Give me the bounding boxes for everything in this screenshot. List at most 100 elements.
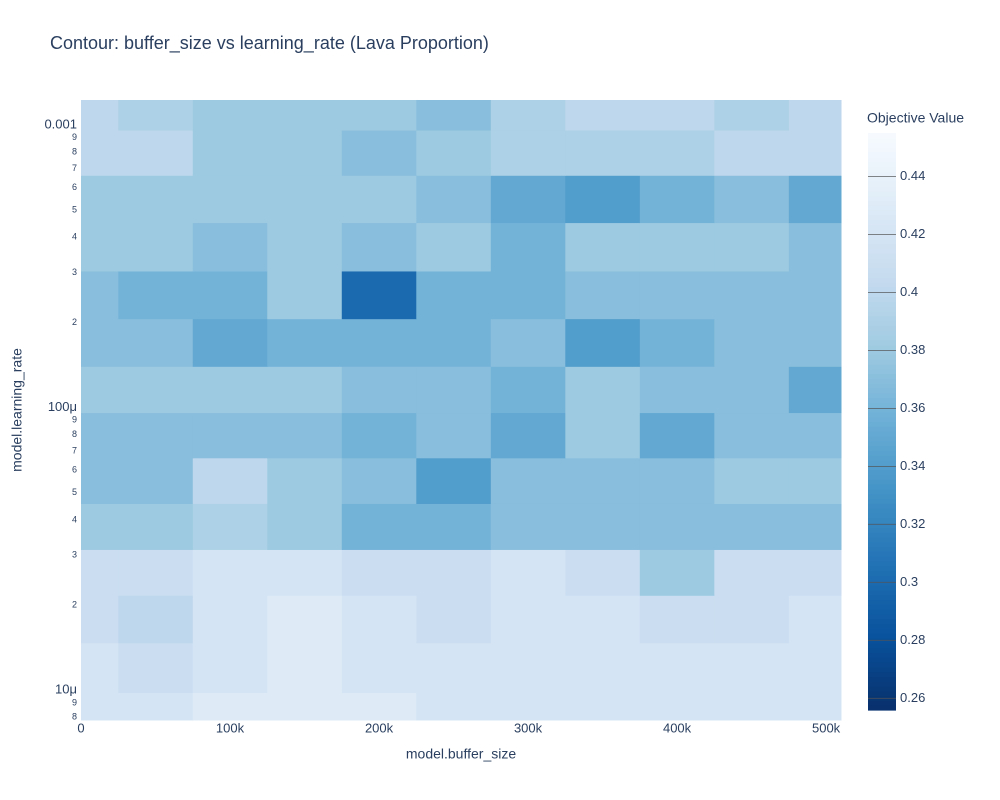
contour-cell: [118, 595, 194, 644]
contour-cell: [714, 130, 790, 176]
colorbar-segment: [868, 445, 896, 451]
colorbar-segment: [868, 575, 896, 581]
x-tick-label: 0: [77, 720, 84, 735]
y-tick-label: 3: [72, 267, 77, 277]
colorbar-segment: [868, 522, 896, 528]
contour-cell: [192, 222, 268, 272]
y-tick-label: 6: [72, 182, 77, 192]
contour-cell: [490, 595, 566, 644]
contour-cell: [714, 366, 790, 414]
y-tick-label: 7: [72, 446, 77, 456]
contour-cell: [81, 366, 119, 414]
contour-cell: [490, 318, 566, 367]
contour-cell: [639, 503, 715, 550]
colorbar-tick-label: 0.26: [900, 690, 925, 705]
contour-cell: [81, 549, 119, 596]
contour-cell: [788, 318, 842, 367]
y-tick-label: 9: [72, 697, 77, 707]
contour-cell: [490, 130, 566, 176]
contour-cell: [192, 130, 268, 176]
colorbar-segment: [868, 623, 896, 629]
contour-cell: [118, 642, 194, 693]
contour-cell: [118, 457, 194, 504]
colorbar-segment: [868, 286, 896, 293]
colorbar-segment: [868, 599, 896, 605]
contour-cell: [490, 412, 566, 459]
colorbar-segment: [868, 536, 896, 543]
colorbar-segment: [868, 512, 896, 519]
contour-cell: [416, 692, 492, 721]
contour-cell: [490, 503, 566, 550]
colorbar-segment: [868, 484, 896, 490]
colorbar-segment: [868, 157, 896, 163]
contour-cell: [192, 100, 268, 131]
colorbar-segment: [868, 325, 896, 331]
y-tick-label: 7: [72, 163, 77, 173]
contour-cell: [714, 692, 790, 721]
colorbar-segment: [868, 666, 896, 673]
contour-cell: [788, 366, 842, 414]
contour-cell: [267, 222, 343, 272]
contour-cell: [639, 642, 715, 693]
colorbar-segment: [868, 310, 896, 317]
colorbar-segment: [868, 416, 896, 423]
contour-cell: [192, 366, 268, 414]
contour-cell: [81, 503, 119, 550]
contour-cell: [267, 100, 343, 131]
contour-cell: [788, 175, 842, 224]
contour-cell: [639, 270, 715, 320]
contour-cell: [565, 222, 641, 272]
colorbar-segment: [868, 214, 896, 221]
contour-cell: [416, 366, 492, 414]
colorbar-segment: [868, 690, 896, 697]
colorbar-segment: [868, 176, 896, 182]
y-tick-label: 8: [72, 712, 77, 722]
colorbar-segment: [868, 142, 896, 149]
colorbar-segment: [868, 657, 896, 663]
contour-cell: [416, 175, 492, 224]
y-tick-label: 0.001: [44, 116, 77, 131]
contour-cell: [714, 549, 790, 596]
colorbar-segment: [868, 479, 896, 485]
contour-cell: [341, 549, 417, 596]
contour-cell: [639, 692, 715, 721]
contour-cell: [267, 412, 343, 459]
contour-cell: [341, 412, 417, 459]
contour-cell: [81, 457, 119, 504]
colorbar-segment: [868, 488, 896, 495]
colorbar-segment: [868, 421, 896, 427]
contour-cell: [565, 503, 641, 550]
colorbar-segment: [868, 584, 896, 591]
contour-cell: [341, 642, 417, 693]
colorbar-segment: [868, 604, 896, 610]
colorbar-segment: [868, 315, 896, 322]
contour-cell: [416, 595, 492, 644]
colorbar-segment: [868, 209, 896, 216]
y-tick-label: 10μ: [55, 681, 77, 696]
y-tick-label: 2: [72, 599, 77, 609]
colorbar-segment: [868, 560, 896, 567]
contour-cell: [118, 175, 194, 224]
contour-cell: [341, 457, 417, 504]
colorbar-segment: [868, 282, 896, 288]
contour-cell: [416, 412, 492, 459]
colorbar-segment: [868, 229, 896, 235]
contour-cell: [341, 366, 417, 414]
colorbar-segment: [868, 243, 896, 249]
colorbar-segment: [868, 407, 896, 413]
colorbar-segment: [868, 181, 896, 187]
colorbar-segment: [868, 459, 896, 466]
contour-cell: [416, 100, 492, 131]
colorbar-segment: [868, 200, 896, 206]
contour-cell: [118, 100, 194, 131]
contour-cell: [639, 175, 715, 224]
colorbar-segment: [868, 685, 896, 692]
contour-cell: [267, 549, 343, 596]
contour-cell: [639, 595, 715, 644]
colorbar-segment: [868, 570, 896, 576]
contour-cell: [81, 595, 119, 644]
colorbar-segment: [868, 267, 896, 274]
contour-cell: [192, 595, 268, 644]
contour-cell: [341, 692, 417, 721]
